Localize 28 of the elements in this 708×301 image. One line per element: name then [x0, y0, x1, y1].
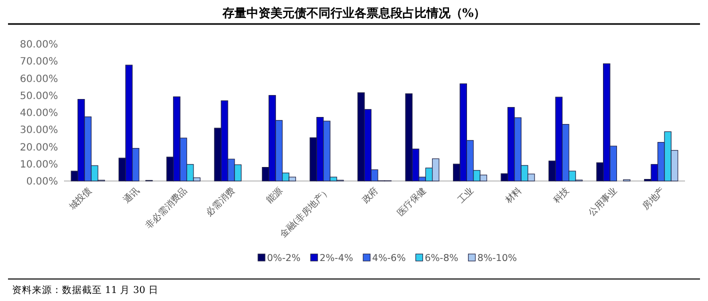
text: 资料来源：数据截至 11 月 30 日 [12, 284, 158, 296]
y-tick-label: 0.00% [26, 176, 58, 188]
legend-label: 0%-2% [267, 253, 301, 264]
title: 存量中资美元债不同行业各票息段占比情况（%） [222, 6, 486, 20]
x-tick-label: 通讯 [121, 185, 142, 206]
x-tick-label: 必需消费 [204, 185, 238, 219]
x-tick-label: 城投债 [66, 185, 94, 213]
x-tick-label: 工业 [456, 185, 476, 206]
y-tick-label: 70.00% [20, 56, 58, 68]
x-tick-label: 政府 [360, 185, 381, 206]
y-tick-label: 60.00% [20, 74, 58, 85]
y-tick-label: 10.00% [20, 159, 58, 170]
x-tick-label: 非必需消费品 [144, 185, 190, 232]
y-tick-label: 20.00% [20, 142, 58, 154]
y-tick-label: 80.00% [20, 40, 58, 50]
x-tick-label: 科技 [551, 185, 572, 206]
x-tick-label: 公用事业 [586, 185, 620, 219]
legend-label: 4%-6% [372, 253, 406, 264]
legend-label: 2%-4% [320, 253, 354, 264]
x-tick-label: 材料 [502, 185, 524, 207]
y-tick-label: 50.00% [20, 90, 58, 102]
x-tick-label: 医疗保健 [395, 185, 428, 219]
x-tick-label: 能源 [264, 185, 286, 206]
y-tick-label: 30.00% [20, 125, 58, 136]
y-tick-label: 40.00% [20, 108, 58, 119]
x-tick-label: 房地产 [640, 185, 668, 212]
legend-label: 8%-10% [477, 253, 517, 264]
legend-label: 6%-8% [424, 253, 458, 264]
